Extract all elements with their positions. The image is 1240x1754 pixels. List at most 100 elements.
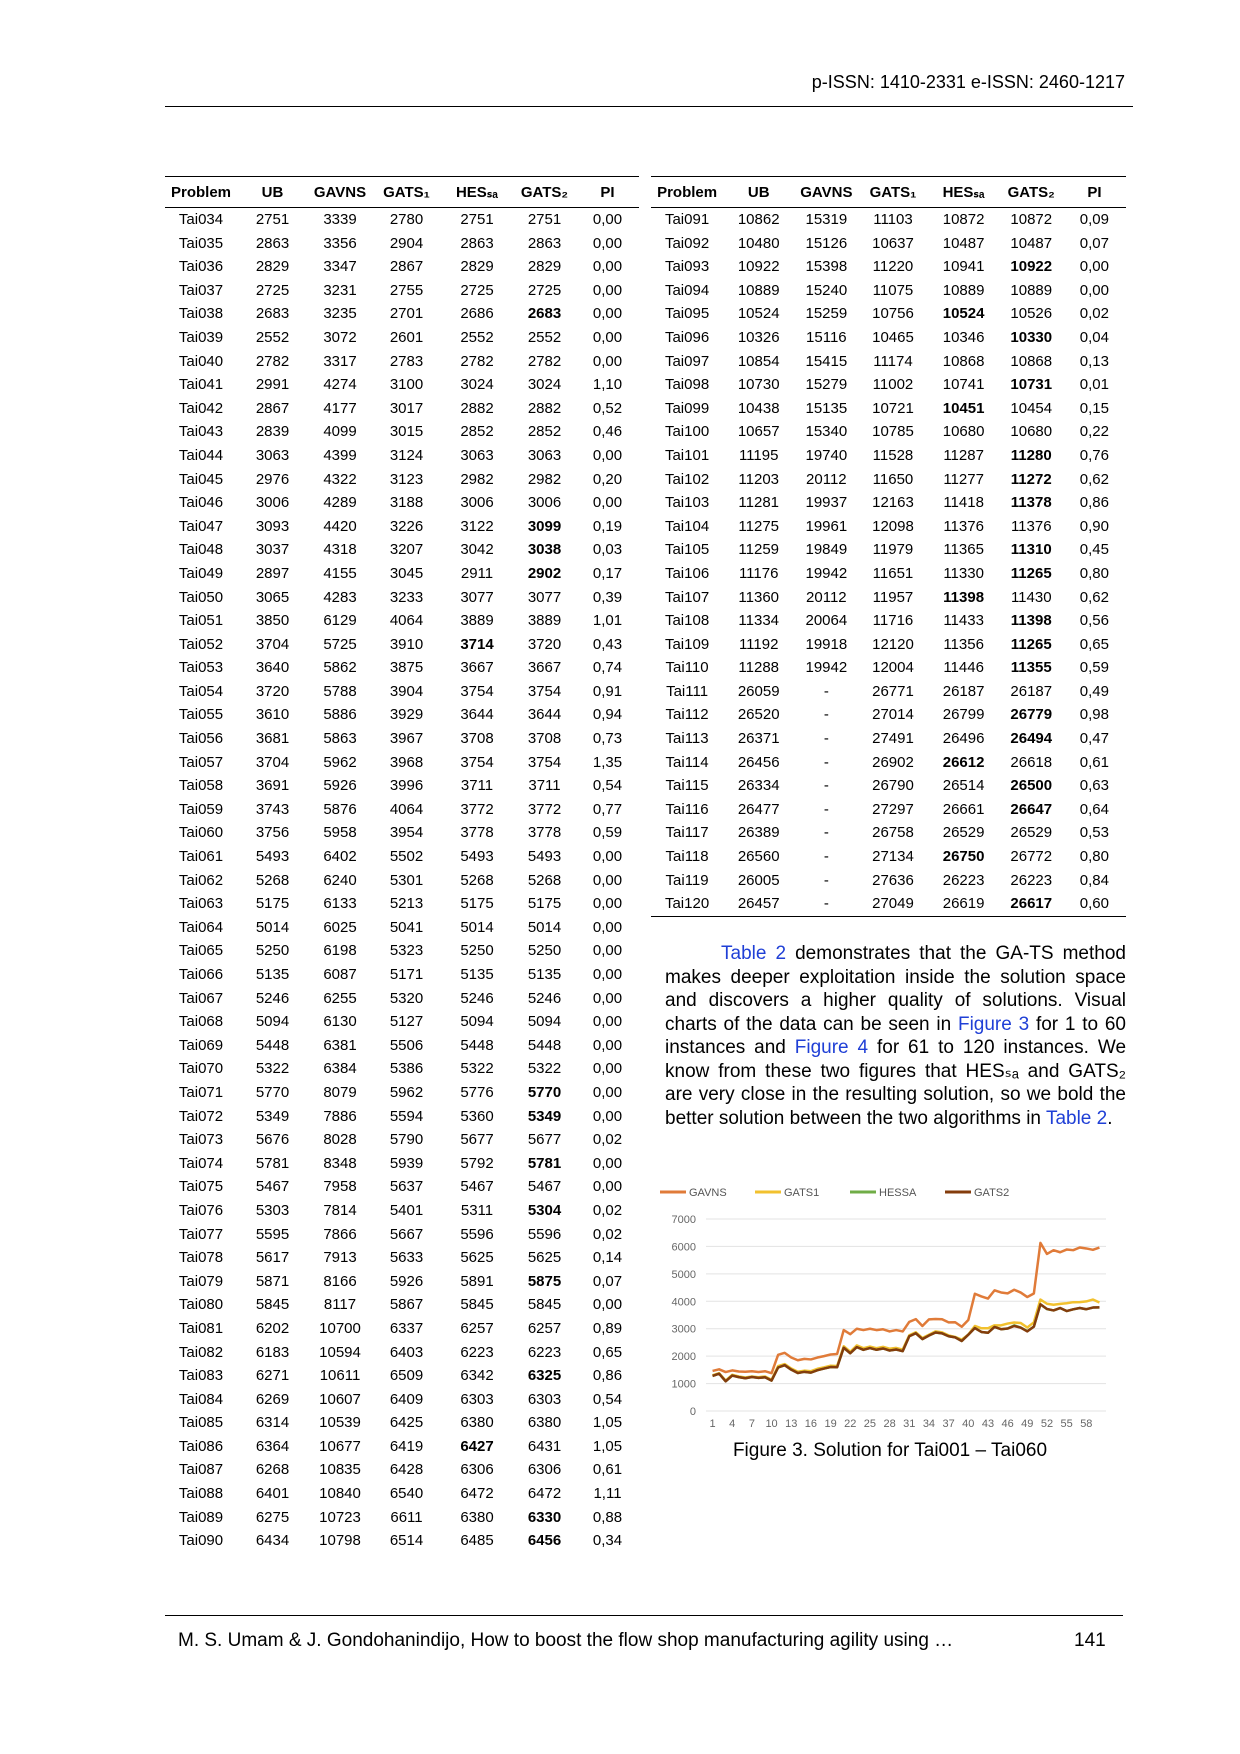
cell: Tai068 [178,1013,224,1031]
link[interactable]: Figure 3 [957,1013,1030,1035]
cell: 5135 [255,966,290,983]
cell: 10637 [872,234,914,252]
cell: 5014 [527,918,562,936]
cell: 0,00 [592,1154,623,1172]
link[interactable]: Table 2 [721,943,787,964]
legend-label: GAVNS [689,1187,727,1199]
y-tick-label: 3000 [672,1324,696,1336]
cell: 8166 [323,1272,357,1290]
legend-label: HESSA [879,1187,917,1199]
cell: Tai040 [178,352,224,370]
cell: 11330 [943,564,984,582]
cell: 6342 [460,1367,494,1385]
cell: 3037 [255,541,290,559]
cell: 26496 [942,730,985,748]
cell: 2782 [460,352,494,370]
cell: 5171 [389,966,424,983]
cell: 6431 [527,1437,562,1455]
cell: 5250 [460,942,494,960]
header-cell: Problem [651,176,724,208]
cell: 3640 [255,659,290,677]
text: for 1 to 60 instances and [665,1013,1127,1059]
cell: 2683 [527,305,562,323]
cell: 5493 [527,848,562,866]
cell: 2780 [389,211,424,228]
cell: Tai108 [664,612,710,630]
header-cell: GATS₂ [999,176,1063,208]
cell: 6409 [389,1390,424,1408]
cell: 2839 [255,423,290,441]
cell: 6198 [323,942,357,960]
cell: 11277 [943,470,984,488]
row: Tai097 10854 15415 11174 10868 10868 0,13 [651,350,1126,374]
cell: 5401 [389,1201,424,1219]
cell: 5320 [389,989,424,1007]
cell: 3122 [460,517,494,535]
cell: 0,22 [1079,423,1109,441]
cell: 6271 [255,1367,290,1385]
cell: 15135 [805,399,848,417]
cell: 3339 [323,211,357,228]
cell: 11418 [943,494,984,512]
cell: 5845 [460,1296,494,1314]
cell: Tai050 [178,588,224,606]
row: Tai087 6268 10835 6428 6306 6306 0,61 [165,1458,639,1482]
cell: 3015 [389,423,424,441]
cell: 5467 [460,1178,494,1196]
cell: Tai116 [665,800,709,818]
cell: 11356 [943,635,984,653]
cell: 4399 [323,446,357,464]
cell: 11398 [943,588,985,606]
row: Tai075 5467 7958 5637 5467 5467 0,00 [165,1175,639,1199]
cell: 2701 [389,305,424,323]
cell: 0,07 [1079,234,1109,252]
cell: 11195 [738,446,779,464]
cell: 3714 [460,635,494,653]
cell: - [823,871,829,889]
row: Tai102 11203 20112 11650 11277 11272 0,62 [651,468,1126,492]
cell: - [823,682,829,700]
cell: 3772 [527,800,562,818]
y-tick-label: 6000 [672,1241,696,1253]
cell: 0,90 [1079,517,1109,535]
row: Tai103 11281 19937 12163 11418 11378 0,86 [651,491,1126,515]
row: Tai116 26477 - 27297 26661 26647 0,64 [651,798,1126,822]
row: Tai086 6364 10677 6419 6427 6431 1,05 [165,1435,639,1459]
row: Tai048 3037 4318 3207 3042 3038 0,03 [165,538,639,562]
cell: 0,61 [1079,753,1109,771]
cell: 2552 [527,328,562,346]
link[interactable]: Table 2 [1045,1107,1108,1129]
cell: 10731 [1010,376,1053,394]
cell: 11433 [943,612,984,630]
cell: 5349 [255,1107,290,1125]
x-tick-label: 55 [1061,1418,1073,1430]
cell: 0,00 [592,942,623,960]
cell: Tai094 [664,281,710,299]
link[interactable]: Figure 4 [794,1037,869,1058]
cell: 0,20 [592,470,623,488]
cell: 6268 [255,1461,290,1479]
cell: 3968 [389,753,424,771]
cell: 0,01 [1079,376,1109,394]
cell: 5891 [460,1272,494,1290]
cell: 0,62 [1079,588,1109,606]
cell: 10835 [319,1461,361,1479]
cell: 2686 [460,305,494,323]
cell: 11716 [872,612,914,630]
cell: 0,17 [592,564,623,582]
cell: Tai079 [178,1272,224,1290]
header-cell: GAVNS [308,176,372,208]
cell: 6401 [255,1485,290,1503]
cell: 2751 [255,211,290,228]
cell: 10607 [319,1390,361,1408]
cell: Tai047 [178,517,224,535]
cell: 15415 [805,352,848,370]
cell: 0,00 [592,352,623,370]
cell: Tai110 [665,659,709,677]
x-tick-label: 4 [729,1418,735,1430]
cell: 11979 [872,541,914,559]
cell: 26389 [737,824,780,842]
cell: 10680 [942,423,985,441]
cell: 26772 [1010,848,1053,866]
cell: Tai062 [178,871,224,889]
